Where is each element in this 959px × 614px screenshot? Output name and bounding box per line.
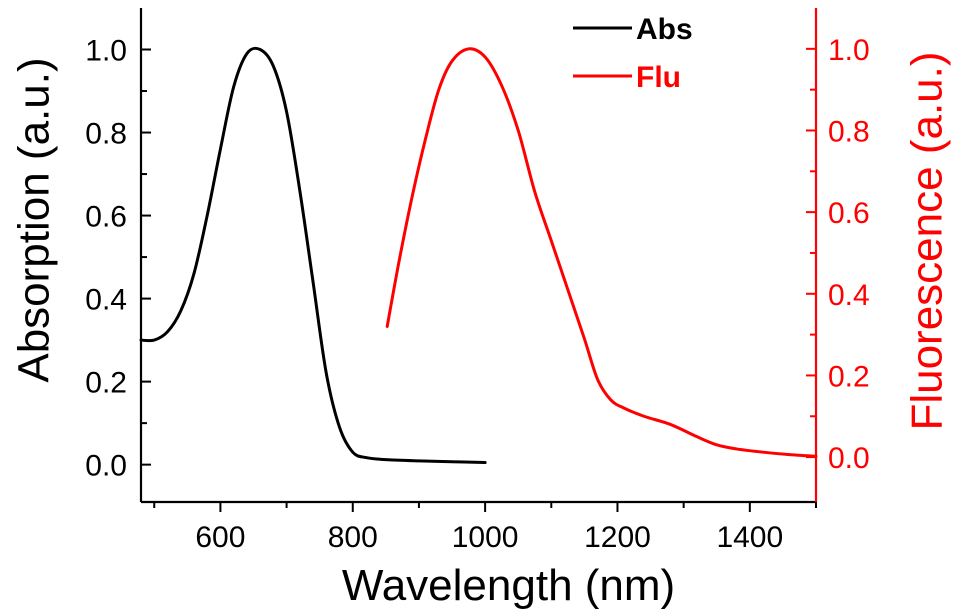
left-y-tick-label: 0.6	[85, 201, 127, 234]
left-y-tick-label: 0.0	[85, 450, 127, 483]
x-tick-label: 600	[195, 521, 245, 554]
series-layer	[139, 46, 818, 465]
right-y-axis-title: Fluorescence (a.u.)	[903, 51, 952, 430]
x-tick-label: 800	[328, 521, 378, 554]
right-y-tick-label: 0.4	[828, 279, 870, 312]
x-axis-title: Wavelength (nm)	[342, 561, 675, 610]
x-tick-label: 1000	[452, 521, 519, 554]
legend-flu-label: Flu	[636, 61, 681, 94]
left-y-tick-label: 1.0	[85, 35, 127, 68]
left-y-tick-label: 0.2	[85, 367, 127, 400]
axes-layer	[139, 8, 818, 504]
series-line-flu	[385, 47, 818, 458]
right-y-tick-label: 0.2	[828, 360, 870, 393]
left-y-axis-title: Absorption (a.u.)	[10, 57, 59, 382]
legend-abs-label: Abs	[636, 13, 693, 46]
right-y-tick-label: 0.6	[828, 197, 870, 230]
x-tick-label: 1200	[584, 521, 651, 554]
left-y-tick-label: 0.4	[85, 284, 127, 317]
right-y-tick-label: 1.0	[828, 34, 870, 67]
x-tick-label: 1400	[716, 521, 783, 554]
legend: Abs Flu	[573, 13, 693, 94]
ticks-layer: 600 800 1000 1200 1400 0.0 0.2 0.4 0.6 0.8 1.0 0.0 0…	[85, 34, 869, 554]
series-line-abs	[139, 46, 487, 465]
left-y-tick-label: 0.8	[85, 118, 127, 151]
right-y-tick-label: 0.8	[828, 115, 870, 148]
right-y-tick-label: 0.0	[828, 442, 870, 475]
